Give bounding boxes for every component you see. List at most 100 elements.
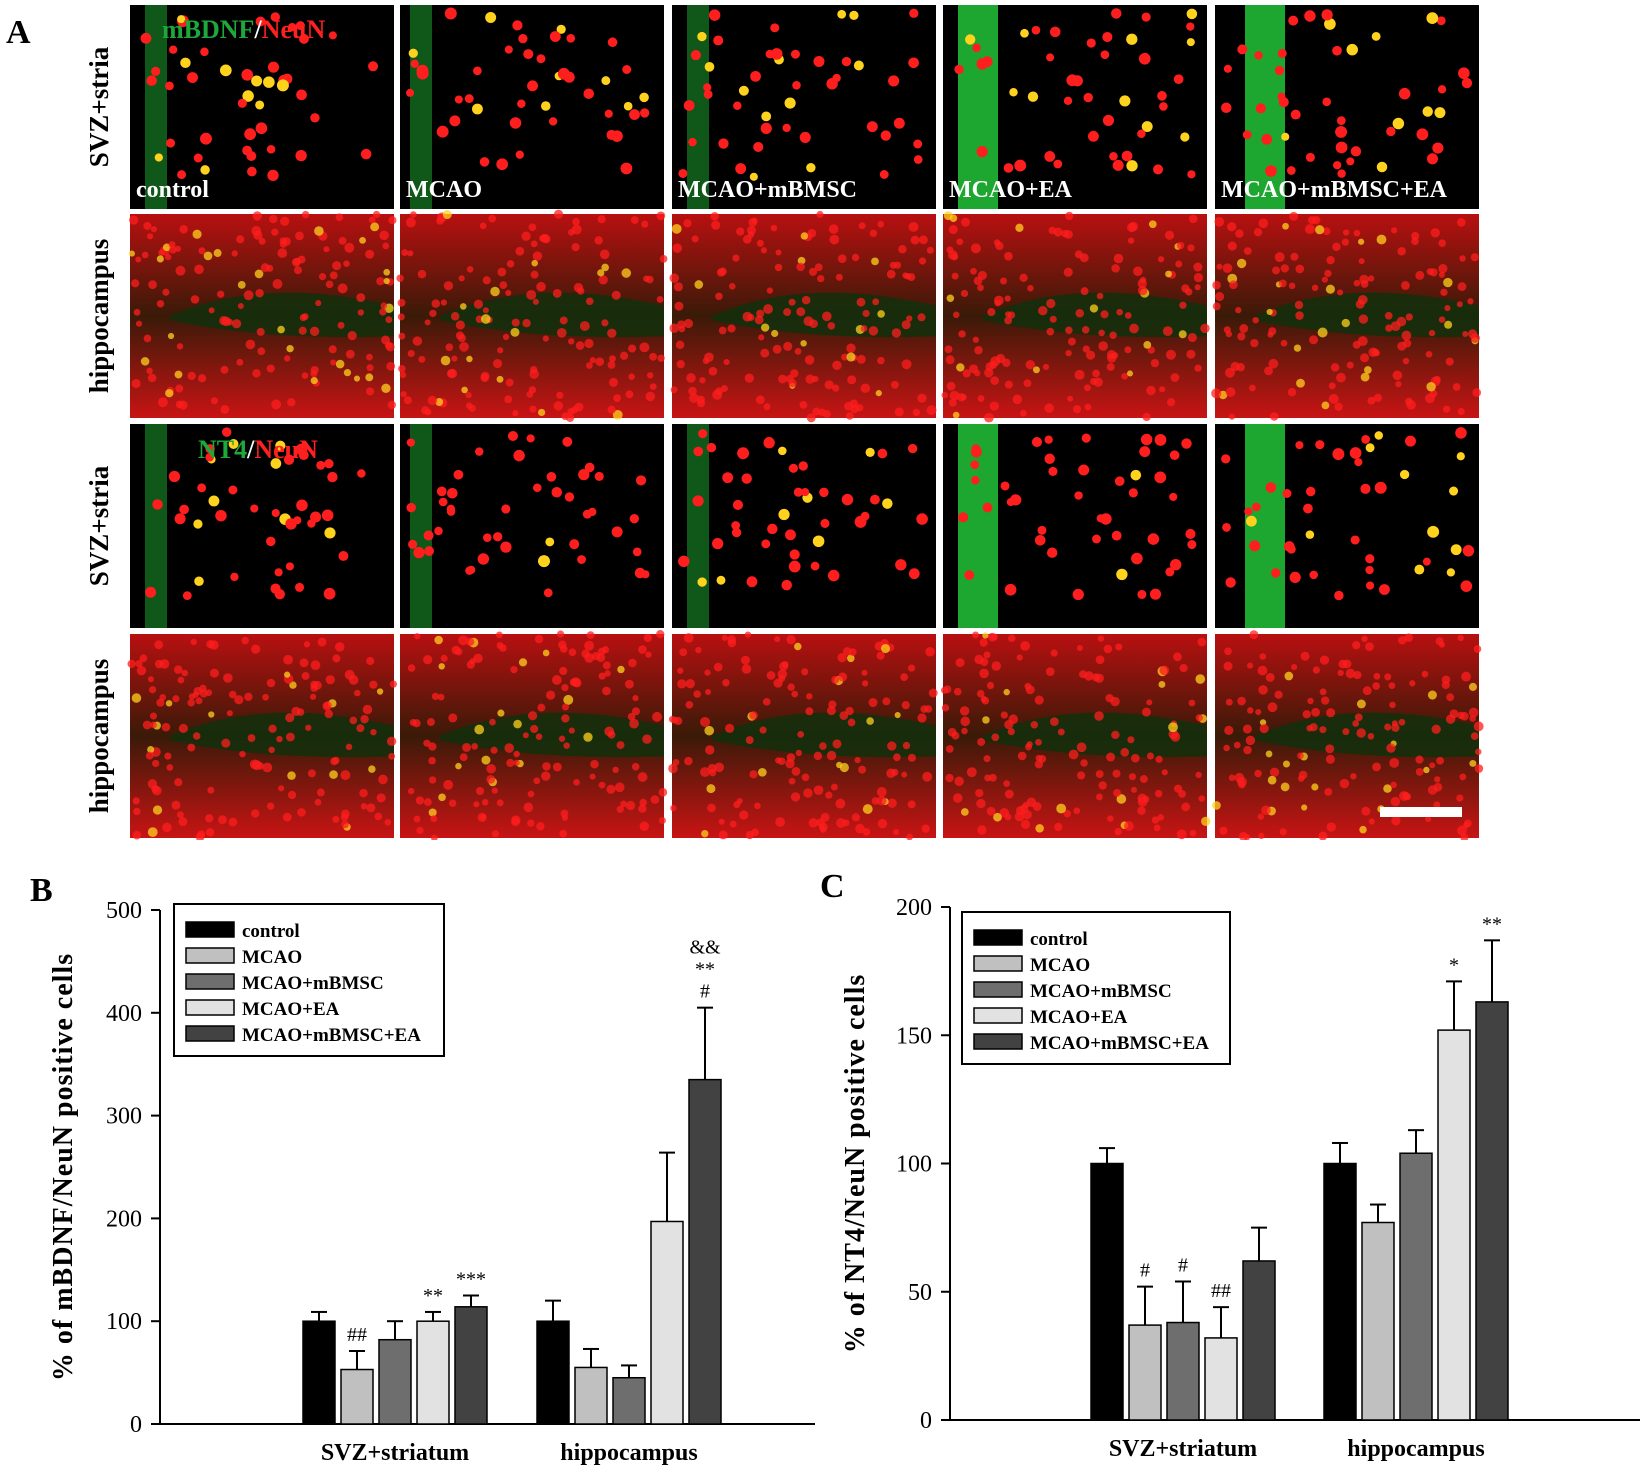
legend-swatch xyxy=(973,981,1023,998)
significance-mark: *** xyxy=(456,1269,486,1291)
group-label: MCAO+mBMSC+EA xyxy=(1221,177,1448,203)
y-tick-label: 0 xyxy=(920,1408,932,1434)
micrograph-tile xyxy=(396,209,668,422)
bar xyxy=(1361,1221,1395,1421)
category-label: hippocampus xyxy=(560,1440,697,1466)
legend-label: MCAO xyxy=(242,947,302,968)
y-tick-label: 50 xyxy=(908,1280,932,1306)
micrograph-grid: SVZ+stria hippocampus SVZ+stria hippocampus… xyxy=(84,5,1484,840)
micrograph-tile xyxy=(400,424,664,628)
y-tick-label: 100 xyxy=(106,1309,142,1335)
group-label: control xyxy=(136,177,209,203)
legend-label: control xyxy=(1030,929,1088,950)
bar xyxy=(1166,1321,1200,1421)
bar xyxy=(1128,1324,1162,1421)
category-label: hippocampus xyxy=(1347,1436,1484,1462)
category-label: SVZ+striatum xyxy=(321,1440,469,1466)
micrograph-tile xyxy=(400,629,668,840)
y-tick-label: 400 xyxy=(106,1001,142,1027)
legend-label: MCAO+EA xyxy=(242,999,340,1020)
legend-swatch xyxy=(185,947,235,964)
legend-swatch xyxy=(973,1033,1023,1050)
group-label: MCAO xyxy=(406,177,482,203)
group-label: MCAO+EA xyxy=(949,177,1073,203)
bar xyxy=(1242,1260,1276,1421)
y-tick-label: 200 xyxy=(106,1206,142,1232)
micrograph-tile xyxy=(1215,5,1479,209)
significance-mark: ** xyxy=(1482,913,1502,935)
legend: control MCAO MCAO+mBMSC MCAO+EA MCAO+mBMSC+E… xyxy=(173,903,445,1057)
micrograph-tile xyxy=(127,634,397,840)
bar xyxy=(1475,1001,1509,1421)
bar xyxy=(574,1366,608,1425)
y-tick-label: 200 xyxy=(896,895,932,921)
micrograph-tile xyxy=(130,5,394,209)
legend-swatch xyxy=(185,921,235,938)
legend-label: MCAO+mBMSC+EA xyxy=(1030,1033,1209,1054)
legend: control MCAO MCAO+mBMSC MCAO+EA MCAO+mBMSC+E… xyxy=(961,911,1231,1065)
legend-swatch xyxy=(973,1007,1023,1024)
bar xyxy=(650,1220,684,1425)
significance-mark: && xyxy=(689,937,721,959)
legend-swatch xyxy=(185,973,235,990)
panel-letter-c: C xyxy=(820,868,845,905)
row-label: SVZ+stria xyxy=(84,465,114,586)
significance-mark: ## xyxy=(1211,1280,1231,1302)
y-axis-label: % of mBDNF/NeuN positive cells xyxy=(48,953,79,1381)
scale-bar xyxy=(1380,807,1462,817)
micrograph-tile xyxy=(1212,630,1484,840)
bar xyxy=(688,1078,722,1425)
legend-label: MCAO+mBMSC xyxy=(242,973,384,994)
significance-mark: ## xyxy=(347,1324,367,1346)
y-tick-label: 300 xyxy=(106,1104,142,1130)
stain-label-nt4: NT4/NeuN xyxy=(198,435,318,464)
bar xyxy=(536,1320,570,1425)
y-tick-label: 100 xyxy=(896,1152,932,1178)
legend-label: MCAO+mBMSC xyxy=(1030,981,1172,1002)
significance-mark: # xyxy=(1140,1260,1150,1282)
micrograph-tile xyxy=(128,210,397,418)
legend-label: control xyxy=(242,921,300,942)
micrograph-tile xyxy=(943,424,1207,628)
significance-mark: # xyxy=(1178,1254,1188,1276)
row-label: hippocampus xyxy=(84,659,114,814)
micrograph-tile xyxy=(940,631,1211,840)
bar xyxy=(1399,1152,1433,1421)
panel-letter-b: B xyxy=(30,872,53,909)
panel-letter-a: A xyxy=(6,14,31,51)
micrograph-tile xyxy=(669,210,937,423)
bar xyxy=(1090,1162,1124,1421)
legend-swatch xyxy=(185,999,235,1016)
y-tick-label: 0 xyxy=(130,1412,142,1438)
significance-mark: ** xyxy=(423,1285,443,1307)
micrograph-tile xyxy=(130,424,394,628)
bar xyxy=(1204,1337,1238,1421)
micrograph-tile xyxy=(672,424,936,628)
bar xyxy=(378,1338,412,1425)
significance-mark: ** xyxy=(695,959,715,981)
significance-mark: # xyxy=(700,981,710,1003)
micrograph-tile xyxy=(1215,424,1479,628)
row-label: SVZ+stria xyxy=(84,46,114,167)
legend-swatch xyxy=(973,955,1023,972)
y-tick-label: 150 xyxy=(896,1023,932,1049)
group-label: MCAO+mBMSC xyxy=(678,177,857,203)
legend-label: MCAO+EA xyxy=(1030,1007,1128,1028)
y-tick-label: 500 xyxy=(106,898,142,924)
bar xyxy=(1323,1162,1357,1421)
category-label: SVZ+striatum xyxy=(1109,1436,1257,1462)
legend-label: MCAO+mBMSC+EA xyxy=(242,1025,421,1046)
significance-mark: * xyxy=(1449,954,1459,976)
bar xyxy=(612,1376,646,1425)
micrograph-tile xyxy=(400,5,664,209)
micrograph-tile xyxy=(668,631,938,840)
micrograph-tile xyxy=(672,5,936,209)
stain-label-mbdnf: mBDNF/NeuN xyxy=(162,15,325,44)
bar xyxy=(302,1320,336,1425)
bar xyxy=(1437,1029,1471,1421)
row-label: hippocampus xyxy=(84,239,114,394)
bar xyxy=(416,1320,450,1425)
bar xyxy=(340,1368,374,1425)
legend-swatch xyxy=(185,1025,235,1042)
micrograph-tile xyxy=(941,211,1210,423)
